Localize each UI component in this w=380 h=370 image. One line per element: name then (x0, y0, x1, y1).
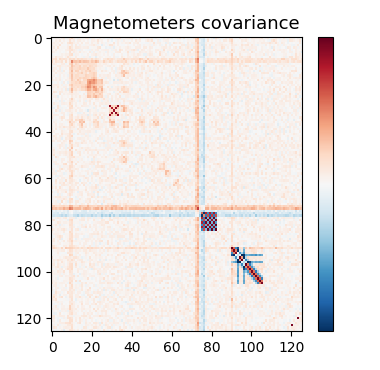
Title: Magnetometers covariance: Magnetometers covariance (53, 15, 300, 33)
